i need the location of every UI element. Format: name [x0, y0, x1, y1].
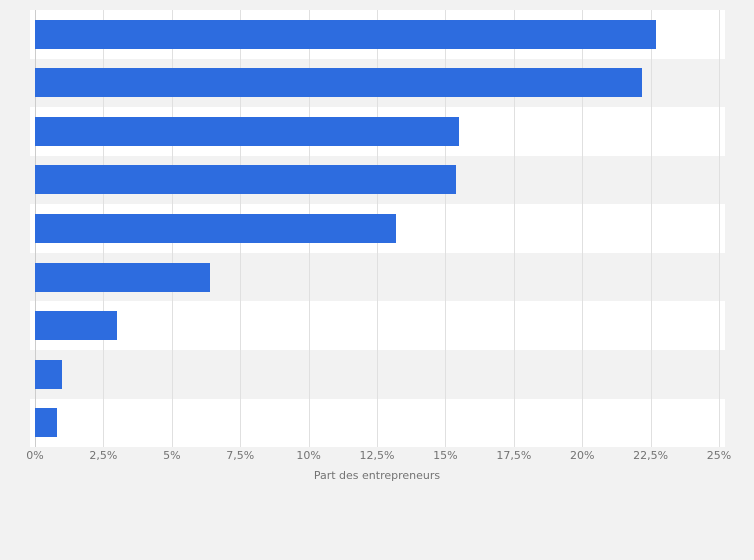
bar-row [35, 10, 719, 59]
bar[interactable] [35, 311, 118, 341]
x-tick-label: 12,5% [359, 449, 395, 462]
bar-row [35, 253, 719, 302]
bar[interactable] [35, 165, 457, 195]
plot-area [30, 10, 725, 448]
bar[interactable] [35, 19, 657, 49]
bar-row [35, 107, 719, 156]
bar-series [35, 10, 719, 447]
x-tick-label: 5% [163, 449, 181, 462]
bar[interactable] [35, 116, 460, 146]
bar[interactable] [35, 262, 211, 292]
bar-row [35, 350, 719, 399]
gridline [650, 10, 652, 447]
gridline [719, 10, 720, 447]
bar-row [35, 399, 719, 448]
x-tick-label: 0% [26, 449, 44, 462]
gridline [445, 10, 447, 447]
x-axis-title: Part des entrepreneurs [313, 469, 441, 482]
x-tick-label: 15% [433, 449, 458, 462]
bar[interactable] [35, 359, 63, 389]
x-axis-tick-labels: 0% 2,5% 5% 7,5% 10% 12,5% 15% 17,5% 20% 22,5% 25% [26, 449, 731, 463]
x-tick-label: 20% [569, 449, 595, 462]
x-tick-label: 2,5% [89, 449, 118, 462]
x-tick-label: 22,5% [633, 449, 669, 462]
x-tick-label: 10% [296, 449, 321, 462]
x-tick-label: 17,5% [496, 449, 532, 462]
bar-row [35, 301, 719, 350]
bar-row [35, 156, 719, 205]
bar[interactable] [35, 408, 57, 438]
bar-row [35, 59, 719, 108]
x-tick-label: 7,5% [226, 449, 255, 462]
bar[interactable] [35, 214, 397, 244]
x-tick-label: 25% [706, 449, 732, 462]
bar[interactable] [35, 68, 643, 98]
gridline [582, 10, 584, 447]
gridline [513, 10, 515, 447]
bar-row [35, 204, 719, 253]
